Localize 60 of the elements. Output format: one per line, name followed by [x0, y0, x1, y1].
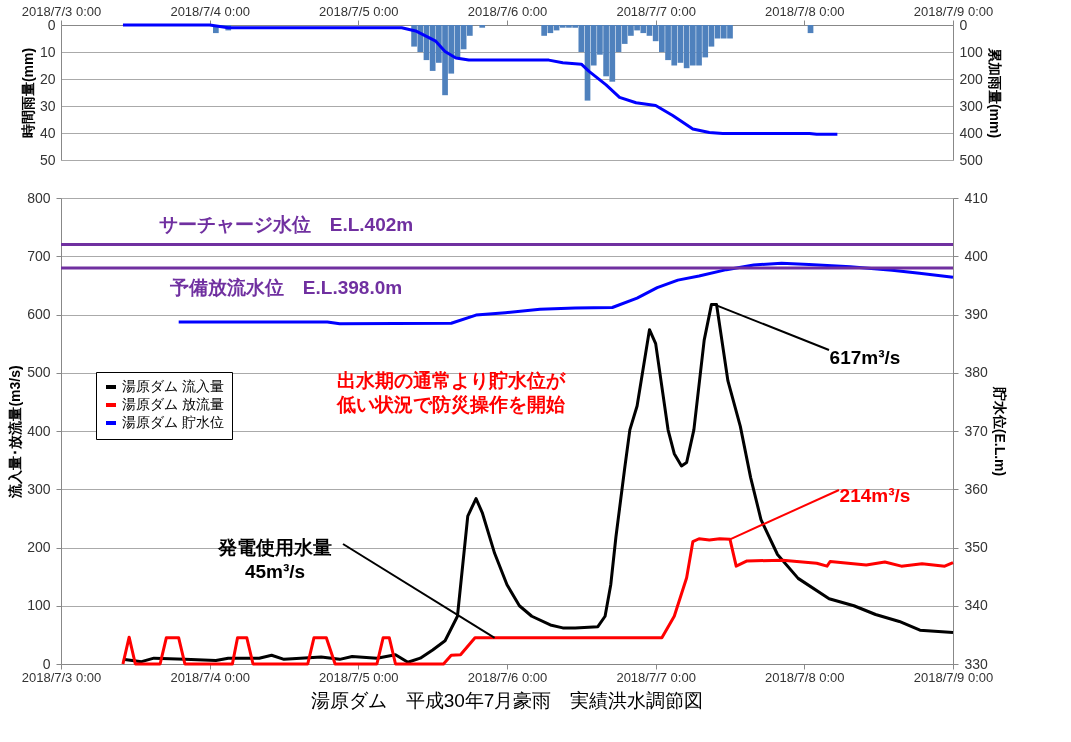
annotation: 617m³/s	[829, 347, 901, 368]
y-axis-title: 時間雨量(mm)	[19, 47, 36, 139]
legend-label: 湯原ダム 流入量	[122, 378, 224, 394]
y-tick-label: 200	[27, 539, 51, 555]
x-tick-label: 2018/7/3 0:00	[21, 3, 102, 19]
y2-tick-label: 340	[964, 597, 989, 614]
y2-axis-title: 累加雨量(mm)	[986, 46, 1003, 139]
y2-tick-label: 0	[959, 16, 968, 33]
x-tick-label: 2018/7/6 0:00	[467, 669, 548, 685]
x-tick-label: 2018/7/3 0:00	[21, 669, 102, 685]
text: 湯原ダム 平成30年7月豪雨 実績洪水調節図	[310, 690, 704, 711]
x-tick-label: 2018/7/5 0:00	[319, 3, 399, 19]
ref-line-label: 予備放流水位 E.L.398.0m	[168, 276, 403, 298]
y2-tick-label: 370	[964, 422, 989, 439]
x-tick-label: 2018/7/9 0:00	[913, 3, 994, 19]
y-tick-label: 0	[42, 655, 51, 672]
x-tick-label: 2018/7/5 0:00	[319, 669, 399, 685]
x-tick-label: 2018/7/9 0:00	[913, 669, 994, 685]
x-tick-label: 2018/7/8 0:00	[765, 669, 845, 685]
y-tick-label: 20	[39, 70, 56, 87]
y2-tick-label: 410	[964, 189, 989, 206]
ref-line-label: サーチャージ水位 E.L.402m	[158, 213, 414, 235]
y2-tick-label: 330	[964, 655, 989, 672]
y2-tick-label: 400	[959, 124, 984, 141]
y2-tick-label: 200	[959, 70, 984, 87]
y2-tick-label: 300	[959, 97, 984, 114]
y2-tick-label: 350	[964, 539, 989, 555]
annotation: 出水期の通常より貯水位が低い状況で防災操作を開始	[336, 370, 566, 415]
x-tick-label: 2018/7/7 0:00	[616, 3, 696, 19]
x-tick-label: 2018/7/4 0:00	[170, 669, 250, 685]
y2-axis-title: 貯水位(E.L.m)	[991, 385, 1008, 477]
legend-label: 湯原ダム 放流量	[122, 396, 224, 412]
y-tick-label: 300	[27, 480, 51, 497]
x-tick-label: 2018/7/4 0:00	[170, 3, 250, 19]
y-tick-label: 400	[27, 422, 51, 439]
y-tick-label: 500	[27, 364, 51, 381]
y-tick-label: 100	[27, 597, 51, 614]
y2-tick-label: 500	[959, 151, 984, 168]
y-tick-label: 40	[39, 124, 56, 141]
y-tick-label: 10	[39, 43, 56, 60]
x-tick-label: 2018/7/7 0:00	[616, 669, 696, 685]
y2-tick-label: 380	[964, 364, 989, 381]
y2-tick-label: 400	[964, 247, 989, 264]
y-axis-title: 流入量･放流量(m3/s)	[7, 365, 24, 499]
y-tick-label: 50	[39, 151, 56, 168]
y-tick-label: 600	[27, 306, 51, 322]
y-tick-label: 700	[27, 247, 51, 264]
bar	[479, 25, 486, 28]
y2-tick-label: 390	[964, 306, 989, 322]
line-series	[121, 23, 839, 136]
annotation: 発電使用水量 45m³/s	[217, 537, 332, 582]
x-tick-label: 2018/7/6 0:00	[467, 3, 548, 19]
y2-tick-label: 100	[959, 43, 984, 60]
x-tick-label: 2018/7/8 0:00	[765, 3, 845, 19]
y-tick-label: 800	[27, 189, 51, 206]
y-tick-label: 30	[39, 97, 56, 114]
y-tick-label: 0	[47, 16, 56, 33]
annotation: 214m³/s	[839, 485, 911, 506]
y2-tick-label: 360	[964, 480, 989, 497]
legend-label: 湯原ダム 貯水位	[122, 414, 224, 430]
